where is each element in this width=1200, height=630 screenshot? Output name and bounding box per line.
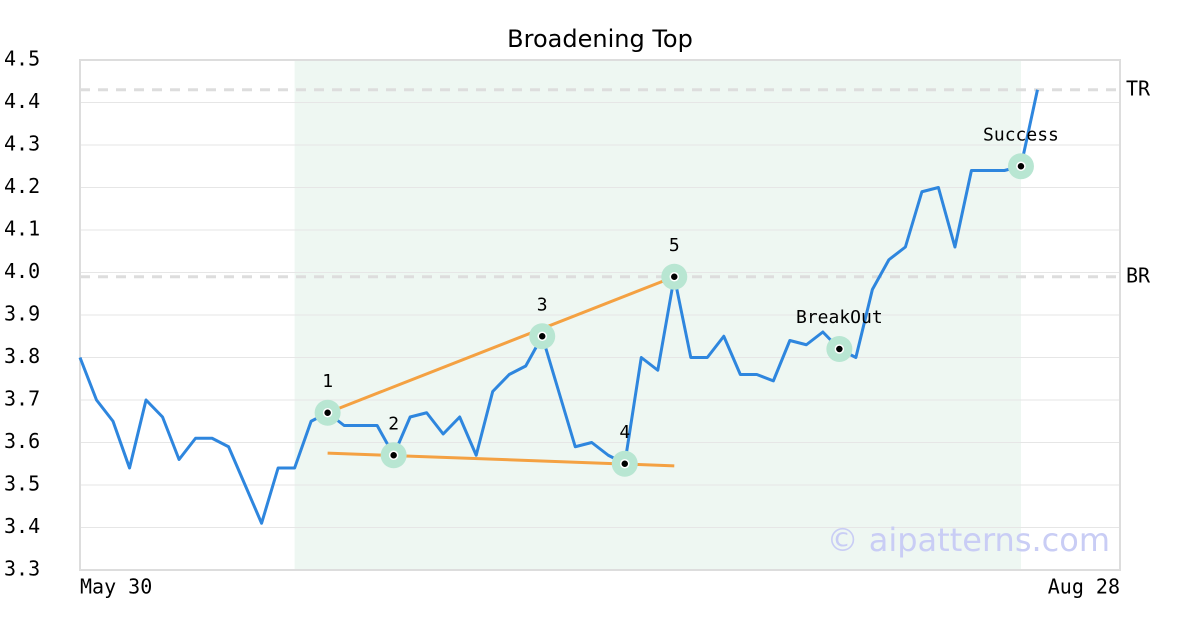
point-label: 3: [537, 294, 548, 315]
point-label: Success: [983, 124, 1059, 145]
point-dot: [537, 331, 547, 341]
point-dot: [620, 459, 630, 469]
point-dot: [388, 450, 399, 460]
x-tick-label: May 30: [80, 575, 152, 599]
point-dot: [834, 344, 845, 354]
y-tick-label: 3.5: [4, 472, 40, 496]
y-tick-label: 3.6: [4, 429, 40, 453]
plot-border: [79, 59, 1121, 571]
watermark: © aipatterns.com: [827, 521, 1110, 559]
level-label: TR: [1126, 76, 1151, 100]
point-dot: [322, 408, 333, 418]
point-label: 1: [322, 371, 333, 392]
point-label: BreakOut: [796, 307, 883, 328]
y-tick-label: 4.1: [4, 217, 40, 241]
price-line: [78, 89, 1039, 525]
y-tick-label: 4.4: [4, 89, 40, 113]
point-label: 5: [669, 235, 680, 256]
y-tick-label: 3.4: [4, 514, 40, 538]
chart-title: Broadening Top: [507, 25, 693, 53]
y-tick-label: 3.8: [4, 344, 40, 368]
x-tick-label: Aug 28: [1048, 575, 1120, 599]
y-tick-label: 4.3: [4, 132, 40, 156]
point-dot: [1016, 161, 1026, 171]
trend-line: [327, 275, 675, 415]
point-dot: [669, 272, 680, 282]
level-label: BR: [1126, 263, 1151, 287]
y-tick-label: 4.0: [4, 259, 40, 283]
point-label: 4: [619, 422, 630, 443]
y-tick-label: 4.2: [4, 174, 40, 198]
y-tick-label: 3.7: [4, 387, 40, 411]
y-tick-label: 4.5: [4, 47, 40, 71]
y-tick-label: 3.3: [4, 557, 40, 581]
y-tick-label: 3.9: [4, 302, 40, 326]
point-label: 2: [388, 413, 399, 434]
